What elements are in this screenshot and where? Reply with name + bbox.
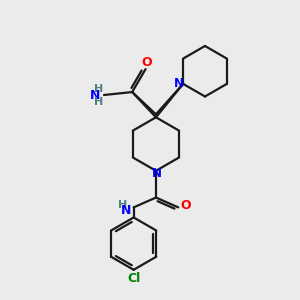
- Text: H: H: [94, 84, 103, 94]
- Text: N: N: [174, 77, 184, 90]
- Text: Cl: Cl: [127, 272, 140, 285]
- Text: O: O: [142, 56, 152, 69]
- Text: O: O: [180, 200, 191, 212]
- Text: N: N: [121, 204, 131, 217]
- Text: N: N: [152, 167, 161, 180]
- Text: H: H: [94, 98, 103, 107]
- Text: N: N: [90, 89, 100, 102]
- Text: H: H: [118, 200, 127, 210]
